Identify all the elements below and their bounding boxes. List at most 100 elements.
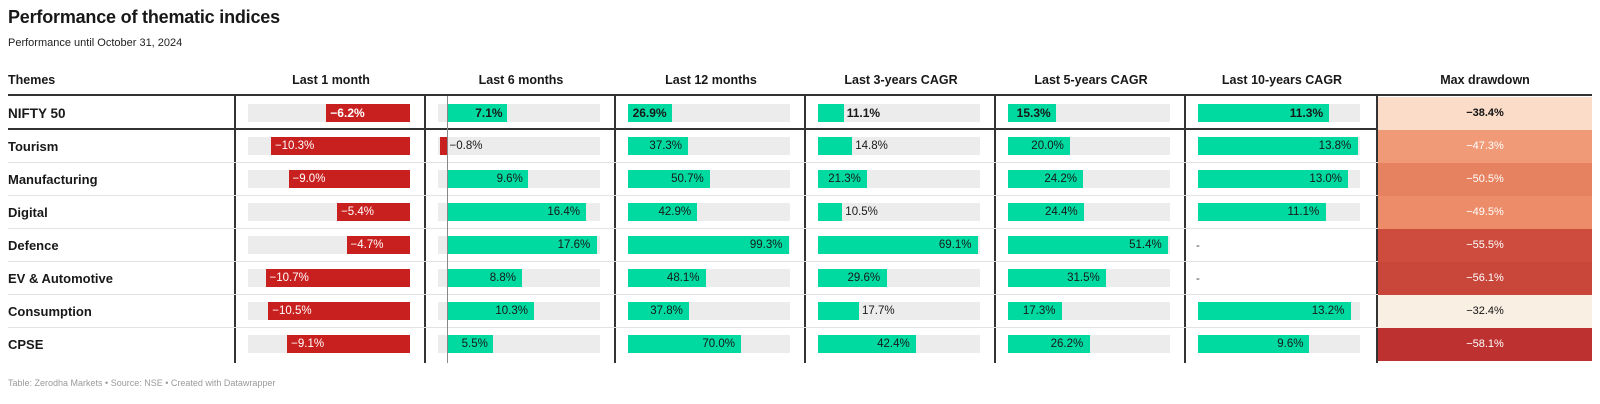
max-drawdown-cell: −56.1% <box>1378 262 1592 295</box>
max-drawdown-cell: −55.5% <box>1378 229 1592 262</box>
bar-track: 17.6% <box>438 236 600 254</box>
bar-value-label: −0.8% <box>449 140 483 152</box>
zero-baseline <box>446 96 448 363</box>
bar <box>628 137 689 155</box>
bar-track: 11.1% <box>818 104 980 122</box>
bar-value-label: 13.0% <box>1309 173 1343 185</box>
bar-value-label: 11.1% <box>846 106 881 120</box>
bar-value-label: 24.4% <box>1045 206 1078 218</box>
bar-track: −9.0% <box>248 170 410 188</box>
bar-track: 16.4% <box>438 203 600 221</box>
bar-value-label: 13.2% <box>1311 305 1345 317</box>
table-row: NIFTY 50 −6.2% 7.1% 26.9% 11.1% 15.3% 11.3% −38… <box>8 97 1592 130</box>
bar-value-label: 50.7% <box>671 173 704 185</box>
bar-value-label: −10.3% <box>274 140 315 152</box>
bar-value-label: 13.8% <box>1318 140 1352 152</box>
bar <box>1008 203 1084 221</box>
column-header: Last 3-years CAGR <box>844 73 958 87</box>
source-note: Table: Zerodha Markets • Source: NSE • C… <box>8 378 276 388</box>
bar-track: 15.3% <box>1008 104 1170 122</box>
bar-track: 26.2% <box>1008 335 1170 353</box>
bar-track: 48.1% <box>628 269 790 287</box>
bar-value-label: 51.4% <box>1129 239 1162 251</box>
column-divider <box>1376 96 1378 363</box>
bar <box>337 203 410 221</box>
bar <box>818 302 859 320</box>
bar <box>446 302 535 320</box>
table-row: Tourism −10.3% −0.8% 37.3% 14.8% 20.0% 13.8% −4… <box>8 130 1592 163</box>
bar-track: 31.5% <box>1008 269 1170 287</box>
bar <box>326 104 410 122</box>
bar-value-label: −10.5% <box>272 305 312 317</box>
column-header: Last 12 months <box>665 73 757 87</box>
bar <box>1008 170 1084 188</box>
bar <box>446 236 597 254</box>
bar <box>818 170 868 188</box>
bar-value-label: 15.3% <box>1016 106 1051 120</box>
bar-track: −5.4% <box>248 203 410 221</box>
bar-value-label: 17.6% <box>557 239 591 251</box>
bar-track: 24.4% <box>1008 203 1170 221</box>
bar-track: 70.0% <box>628 335 790 353</box>
bar-track: 17.7% <box>818 302 980 320</box>
bar <box>628 269 706 287</box>
bar-value-label: 21.3% <box>828 173 861 185</box>
column-header: Last 1 month <box>292 73 370 87</box>
column-divider <box>424 96 426 363</box>
table-row: Manufacturing −9.0% 9.6% 50.7% 21.3% 24.2% 13.… <box>8 163 1592 196</box>
bar <box>628 236 789 254</box>
bar <box>1008 236 1169 254</box>
bar-track: 13.0% <box>1198 170 1360 188</box>
bar <box>446 335 494 353</box>
bar <box>818 104 844 122</box>
bar <box>628 104 672 122</box>
table-row: CPSE −9.1% 5.5% 70.0% 42.4% 26.2% 9.6% −58.1% <box>8 328 1592 361</box>
bar <box>1198 170 1349 188</box>
bar <box>346 236 410 254</box>
chart-subtitle: Performance until October 31, 2024 <box>8 37 183 49</box>
max-drawdown-cell: −58.1% <box>1378 328 1592 361</box>
bar <box>1198 203 1327 221</box>
bar-value-label: 26.9% <box>632 106 667 120</box>
bar <box>1008 104 1056 122</box>
bar-track: −6.2% <box>248 104 410 122</box>
bar <box>268 302 410 320</box>
bar-value-label: 26.2% <box>1050 338 1084 350</box>
bar <box>1198 137 1358 155</box>
bar-track: −0.8% <box>438 137 600 155</box>
bar <box>628 335 742 353</box>
table-row: Digital −5.4% 16.4% 42.9% 10.5% 24.4% 11.1% −49… <box>8 196 1592 229</box>
bar-value-label: 11.1% <box>1287 206 1320 218</box>
theme-label: Digital <box>8 205 48 220</box>
bar-track: 21.3% <box>818 170 980 188</box>
bar-track: 37.3% <box>628 137 790 155</box>
bar-track: 11.1% <box>1198 203 1360 221</box>
column-divider <box>614 96 616 363</box>
bar-track: 13.8% <box>1198 137 1360 155</box>
bar-value-label: 17.7% <box>861 305 895 317</box>
bar-track: 17.3% <box>1008 302 1170 320</box>
column-header: Themes <box>8 73 56 87</box>
theme-label: Tourism <box>8 139 59 154</box>
bar-value-label: 24.2% <box>1044 173 1077 185</box>
column-header: Last 6 months <box>478 73 564 87</box>
bar-track: 42.4% <box>818 335 980 353</box>
bar <box>265 269 410 287</box>
bar <box>628 302 690 320</box>
bar <box>1008 335 1090 353</box>
column-divider <box>994 96 996 363</box>
bar <box>1198 104 1329 122</box>
column-header: Last 5-years CAGR <box>1034 73 1148 87</box>
bar-track: 50.7% <box>628 170 790 188</box>
bar <box>446 104 508 122</box>
bar-value-label: 69.1% <box>938 239 972 251</box>
bar <box>628 170 711 188</box>
bar-track: 5.5% <box>438 335 600 353</box>
bar-track: 37.8% <box>628 302 790 320</box>
bar-track: 10.3% <box>438 302 600 320</box>
bar <box>1008 137 1071 155</box>
bar-value-label: 10.3% <box>495 305 528 317</box>
table-row: Defence −4.7% 17.6% 99.3% 69.1% 51.4% - −55.5% <box>8 229 1592 262</box>
bar-value-label: 70.0% <box>702 338 735 350</box>
bar <box>818 269 887 287</box>
